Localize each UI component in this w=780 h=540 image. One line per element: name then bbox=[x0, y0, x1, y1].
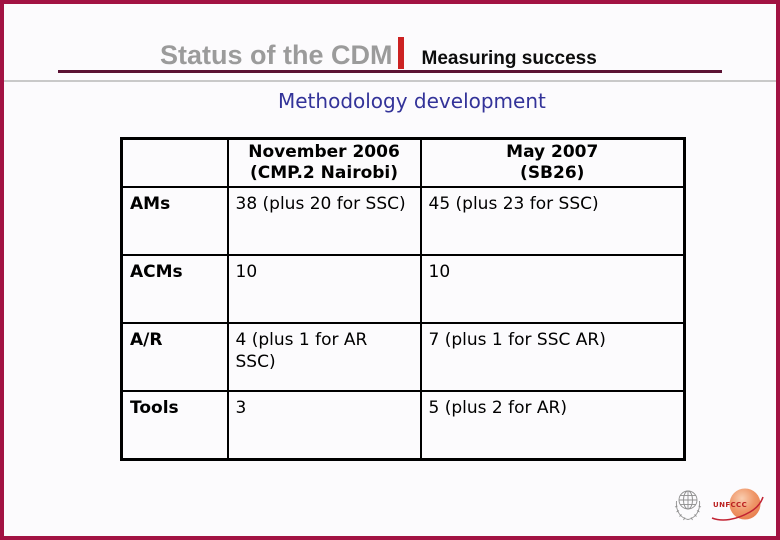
slide-subtitle: Methodology development bbox=[278, 89, 546, 113]
unfccc-ball bbox=[729, 488, 761, 520]
title-muted-text: Status of the CDM bbox=[160, 40, 393, 70]
cell-tools-nov2006: 3 bbox=[226, 390, 422, 460]
unfccc-logo-text: UNFCCC bbox=[713, 501, 747, 509]
slide-title: Status of the CDM Measuring success bbox=[160, 32, 597, 71]
cell-ams-may2007: 45 (plus 23 for SSC) bbox=[419, 186, 686, 256]
row-label-tools: Tools bbox=[120, 390, 229, 460]
unfccc-swoosh bbox=[711, 496, 764, 521]
table-row: A/R 4 (plus 1 for AR SSC) 7 (plus 1 for … bbox=[120, 322, 686, 392]
row-label-ar: A/R bbox=[120, 322, 229, 392]
header-rule-maroon bbox=[58, 70, 722, 73]
row-label-ams: AMs bbox=[120, 186, 229, 256]
cell-tools-may2007: 5 (plus 2 for AR) bbox=[419, 390, 686, 460]
header-rule-gray bbox=[4, 80, 776, 82]
cell-ar-nov2006: 4 (plus 1 for AR SSC) bbox=[226, 322, 422, 392]
un-emblem-icon bbox=[674, 490, 702, 521]
table-header-nov2006: November 2006 (CMP.2 Nairobi) bbox=[226, 137, 422, 188]
table-header-empty bbox=[120, 137, 229, 188]
row-label-acms: ACMs bbox=[120, 254, 229, 324]
table-row: Tools 3 5 (plus 2 for AR) bbox=[120, 390, 686, 460]
title-emphasis-text: Measuring success bbox=[421, 48, 597, 69]
table-header-may2007: May 2007 (SB26) bbox=[419, 137, 686, 188]
cell-ar-may2007: 7 (plus 1 for SSC AR) bbox=[419, 322, 686, 392]
unfccc-logo-icon: UNFCCC bbox=[711, 488, 764, 521]
cell-acms-may2007: 10 bbox=[419, 254, 686, 324]
table-row: ACMs 10 10 bbox=[120, 254, 686, 324]
cell-ams-nov2006: 38 (plus 20 for SSC) bbox=[226, 186, 422, 256]
methodology-table: November 2006 (CMP.2 Nairobi) May 2007 (… bbox=[120, 137, 686, 461]
cell-acms-nov2006: 10 bbox=[226, 254, 422, 324]
table-row: AMs 38 (plus 20 for SSC) 45 (plus 23 for… bbox=[120, 186, 686, 256]
title-separator-bar bbox=[397, 37, 404, 69]
table-header-row: November 2006 (CMP.2 Nairobi) May 2007 (… bbox=[120, 137, 686, 188]
